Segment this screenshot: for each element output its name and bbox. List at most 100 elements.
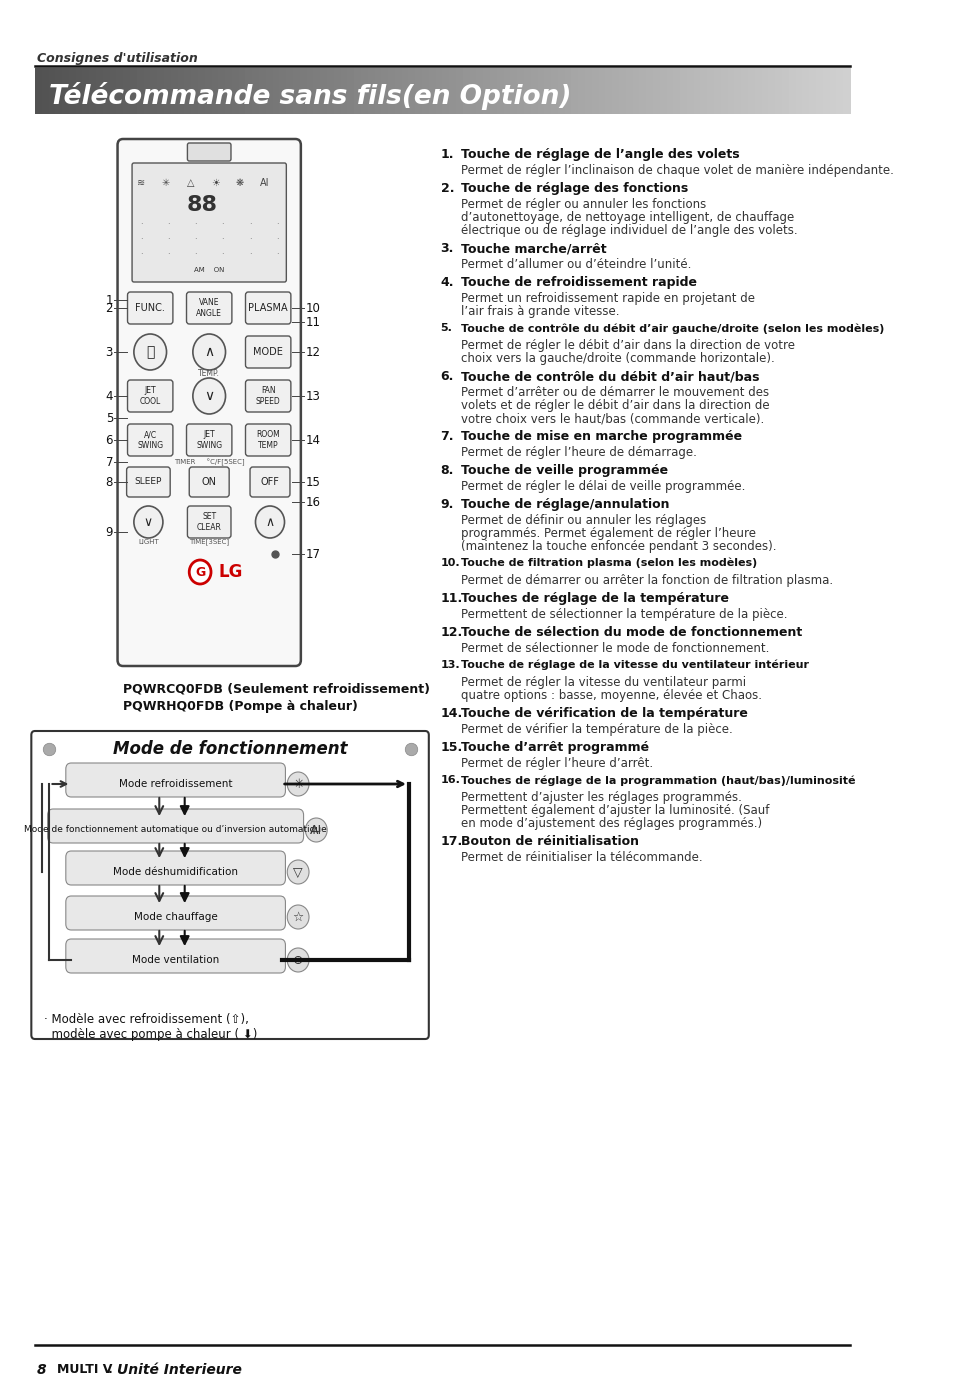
Bar xyxy=(775,69,782,113)
Bar xyxy=(821,69,829,113)
Text: 11: 11 xyxy=(305,315,320,329)
Bar xyxy=(110,69,117,113)
Circle shape xyxy=(287,771,309,797)
FancyBboxPatch shape xyxy=(117,139,300,666)
Text: Permet de régler l’heure d’arrêt.: Permet de régler l’heure d’arrêt. xyxy=(460,757,652,770)
Text: Permettent également d’ajuster la luminosité. (Sauf: Permettent également d’ajuster la lumino… xyxy=(460,804,768,818)
Text: 2: 2 xyxy=(106,301,112,315)
FancyBboxPatch shape xyxy=(127,468,170,497)
Bar xyxy=(252,69,260,113)
Text: Permet d’arrêter ou de démarrer le mouvement des: Permet d’arrêter ou de démarrer le mouve… xyxy=(460,386,768,399)
Bar xyxy=(666,69,674,113)
Text: G: G xyxy=(194,566,205,578)
Text: modèle avec pompe à chaleur ( ⬇): modèle avec pompe à chaleur ( ⬇) xyxy=(44,1028,257,1042)
Text: 5: 5 xyxy=(106,412,112,424)
FancyBboxPatch shape xyxy=(128,424,172,456)
FancyBboxPatch shape xyxy=(187,505,231,538)
Text: △: △ xyxy=(187,178,194,188)
Text: 15.: 15. xyxy=(440,741,462,755)
Text: 16.: 16. xyxy=(440,776,460,785)
Text: Touche de réglage/annulation: Touche de réglage/annulation xyxy=(460,498,668,511)
Bar xyxy=(476,69,483,113)
Text: 6: 6 xyxy=(106,434,112,447)
Text: ∨: ∨ xyxy=(144,515,152,528)
Text: OFF: OFF xyxy=(260,477,279,487)
Text: ·: · xyxy=(221,235,224,245)
Bar xyxy=(360,69,368,113)
Bar xyxy=(788,69,796,113)
Text: électrique ou de réglage individuel de l’angle des volets.: électrique ou de réglage individuel de l… xyxy=(460,224,797,237)
Bar xyxy=(517,69,524,113)
Bar xyxy=(35,69,43,113)
Text: programmés. Permet également de régler l’heure: programmés. Permet également de régler l… xyxy=(460,526,755,540)
Text: 1: 1 xyxy=(106,294,112,307)
Bar xyxy=(375,69,382,113)
Text: 7: 7 xyxy=(106,455,112,469)
Bar xyxy=(686,69,694,113)
Bar xyxy=(591,69,598,113)
Text: volets et de régler le débit d’air dans la direction de: volets et de régler le débit d’air dans … xyxy=(460,399,768,412)
Bar xyxy=(497,69,504,113)
Bar xyxy=(232,69,239,113)
Bar xyxy=(347,69,355,113)
Bar xyxy=(598,69,606,113)
Bar xyxy=(442,69,450,113)
Text: 8: 8 xyxy=(37,1364,47,1378)
Bar xyxy=(123,69,131,113)
FancyBboxPatch shape xyxy=(66,896,285,930)
FancyBboxPatch shape xyxy=(189,468,229,497)
Bar xyxy=(510,69,517,113)
Bar xyxy=(184,69,192,113)
Text: Permettent d’ajuster les réglages programmés.: Permettent d’ajuster les réglages progra… xyxy=(460,791,740,804)
Text: 17: 17 xyxy=(305,547,320,560)
FancyBboxPatch shape xyxy=(31,731,428,1039)
Text: 12: 12 xyxy=(305,346,320,358)
Bar xyxy=(564,69,572,113)
Text: Permettent de sélectionner la température de la pièce.: Permettent de sélectionner la températur… xyxy=(460,608,786,622)
Text: JET
SWING: JET SWING xyxy=(196,430,222,449)
Bar xyxy=(273,69,280,113)
Text: ✳: ✳ xyxy=(293,777,303,791)
Bar xyxy=(238,69,246,113)
FancyBboxPatch shape xyxy=(66,851,285,885)
Text: Touche de sélection du mode de fonctionnement: Touche de sélection du mode de fonctionn… xyxy=(460,626,801,638)
Bar xyxy=(456,69,463,113)
Text: Touche de vérification de la température: Touche de vérification de la température xyxy=(460,707,746,720)
Text: ·: · xyxy=(167,220,170,230)
Bar xyxy=(299,69,307,113)
Circle shape xyxy=(287,904,309,930)
Text: 4.: 4. xyxy=(440,276,454,288)
Bar xyxy=(205,69,213,113)
Bar xyxy=(815,69,822,113)
Bar xyxy=(530,69,537,113)
Bar xyxy=(558,69,565,113)
Bar xyxy=(395,69,402,113)
Text: d’autonettoyage, de nettoyage intelligent, de chauffage: d’autonettoyage, de nettoyage intelligen… xyxy=(460,211,793,224)
Bar xyxy=(320,69,328,113)
Text: 2.: 2. xyxy=(440,182,454,195)
Bar xyxy=(537,69,544,113)
Text: 15: 15 xyxy=(305,476,320,489)
Bar xyxy=(415,69,422,113)
Text: ☀: ☀ xyxy=(211,178,219,188)
Text: 13: 13 xyxy=(305,389,320,403)
Bar xyxy=(679,69,687,113)
Bar xyxy=(408,69,416,113)
Text: ·: · xyxy=(194,251,196,259)
Text: Touche de réglage de l’angle des volets: Touche de réglage de l’angle des volets xyxy=(460,148,739,161)
Bar xyxy=(245,69,253,113)
Circle shape xyxy=(255,505,284,538)
Bar xyxy=(49,69,56,113)
Bar xyxy=(584,69,592,113)
Text: ·: · xyxy=(221,220,224,230)
Text: quatre options : basse, moyenne, élevée et Chaos.: quatre options : basse, moyenne, élevée … xyxy=(460,689,760,701)
Text: Permet de régler ou annuler les fonctions: Permet de régler ou annuler les fonction… xyxy=(460,197,705,211)
Bar xyxy=(429,69,436,113)
Text: 17.: 17. xyxy=(440,834,462,848)
Circle shape xyxy=(189,560,211,584)
Text: Permet de démarrer ou arrêter la fonction de filtration plasma.: Permet de démarrer ou arrêter la fonctio… xyxy=(460,574,832,587)
Text: ON: ON xyxy=(201,477,216,487)
Bar xyxy=(197,69,206,113)
Text: VANE
ANGLE: VANE ANGLE xyxy=(196,298,222,318)
Bar xyxy=(801,69,809,113)
